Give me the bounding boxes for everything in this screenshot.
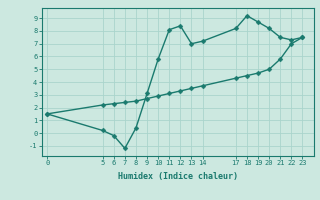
X-axis label: Humidex (Indice chaleur): Humidex (Indice chaleur) (118, 172, 237, 181)
